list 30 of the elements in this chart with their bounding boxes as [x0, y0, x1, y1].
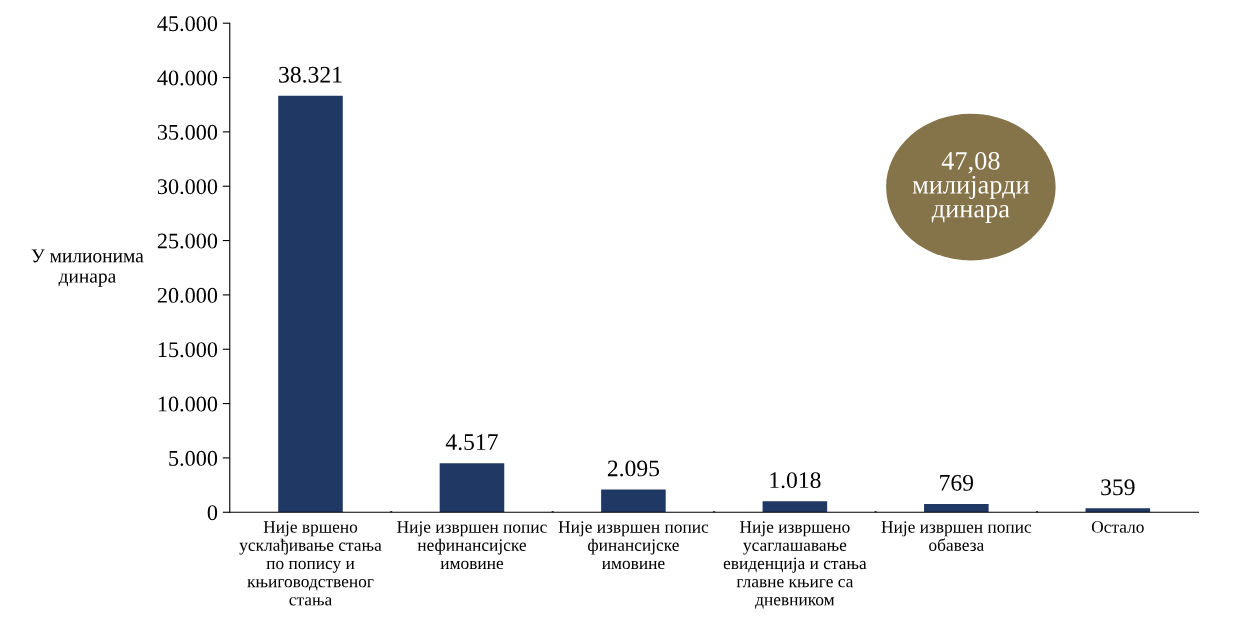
- bar: [762, 501, 828, 513]
- y-axis-title: У милионима динара: [31, 249, 144, 287]
- x-tick-label: Остало: [1091, 521, 1144, 533]
- data-label: 1.018: [770, 472, 821, 489]
- y-tick-label: 25.000: [157, 233, 218, 249]
- data-label: 2.095: [607, 460, 660, 477]
- data-label: 359: [1101, 479, 1135, 496]
- y-tick-label: 15.000: [158, 342, 218, 358]
- x-tick-label: Није извршен попис обавеза: [881, 521, 1032, 551]
- bar: [601, 489, 666, 513]
- y-tick-label: 45.000: [157, 16, 218, 32]
- y-tick-label: 5.000: [169, 450, 218, 466]
- bar: [1085, 508, 1151, 513]
- y-tick-label: 30.000: [157, 179, 218, 195]
- x-tick-label: Није вршено усклађивање стања по попису и књиговодственог стања: [239, 521, 382, 606]
- annotation: 47,08 милијарди динара: [912, 151, 1030, 223]
- data-label: 4.517: [445, 434, 498, 451]
- x-tick-label: Није извршен попис финансијске имовине: [558, 521, 709, 570]
- bar: [278, 95, 343, 513]
- bar: [924, 503, 989, 513]
- x-tick-label: Није извршено усаглашавање евиденција и стања главне књиге са дневником: [723, 521, 867, 609]
- y-tick-label: 0: [207, 505, 218, 521]
- y-tick-label: 40.000: [157, 70, 218, 86]
- x-tick-label: Није извршен попис нефинансијске имовине: [397, 521, 547, 570]
- bar: [439, 463, 505, 513]
- data-label: 38.321: [279, 66, 342, 83]
- data-label: 769: [940, 474, 974, 491]
- y-tick-label: 10.000: [158, 396, 218, 412]
- y-tick-label: 20.000: [157, 287, 218, 303]
- y-tick-label: 35.000: [157, 124, 218, 140]
